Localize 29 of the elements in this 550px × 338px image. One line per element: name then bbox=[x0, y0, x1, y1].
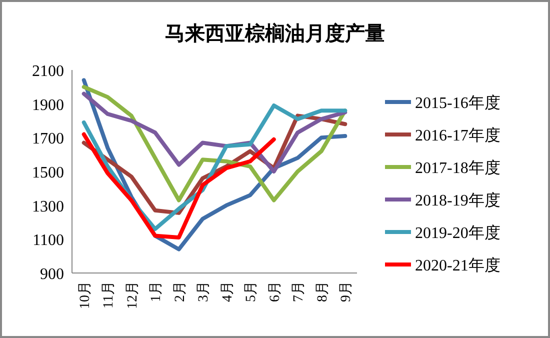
y-tick-label: 1100 bbox=[32, 232, 64, 250]
line-series bbox=[82, 92, 348, 174]
x-tick-label: 10月 bbox=[78, 281, 93, 309]
x-tick-label: 4月 bbox=[220, 281, 236, 302]
legend-label: 2015-16年度 bbox=[415, 94, 500, 112]
y-tick-label: 2100 bbox=[32, 63, 64, 80]
line-series bbox=[82, 84, 348, 202]
chart-title: 马来西亚棕榈油月度产量 bbox=[165, 22, 385, 45]
y-tick-label: 1300 bbox=[32, 198, 64, 216]
legend-label: 2019-20年度 bbox=[415, 224, 500, 242]
legend-label: 2020-21年度 bbox=[415, 256, 500, 274]
x-tick-label: 11月 bbox=[102, 281, 117, 308]
x-tick-label: 1月 bbox=[149, 281, 164, 302]
y-tick-label: 1900 bbox=[32, 96, 64, 114]
legend-label: 2016-17年度 bbox=[415, 126, 500, 144]
x-tick-label: 9月 bbox=[339, 281, 354, 302]
x-tick-label: 7月 bbox=[292, 281, 307, 302]
x-tick-label: 12月 bbox=[125, 281, 140, 309]
legend-label: 2018-19年度 bbox=[415, 192, 500, 210]
line-series bbox=[82, 132, 276, 240]
x-tick-label: 8月 bbox=[315, 281, 330, 302]
x-tick-label: 2月 bbox=[172, 281, 188, 302]
legend-label: 2017-18年度 bbox=[415, 159, 500, 177]
y-tick-label: 1500 bbox=[32, 164, 64, 182]
y-tick-label: 1700 bbox=[32, 130, 64, 148]
x-tick-label: 5月 bbox=[244, 281, 260, 302]
x-tick-label: 3月 bbox=[196, 281, 212, 302]
x-tick-label: 6月 bbox=[268, 281, 283, 302]
y-tick-label: 900 bbox=[40, 266, 64, 283]
